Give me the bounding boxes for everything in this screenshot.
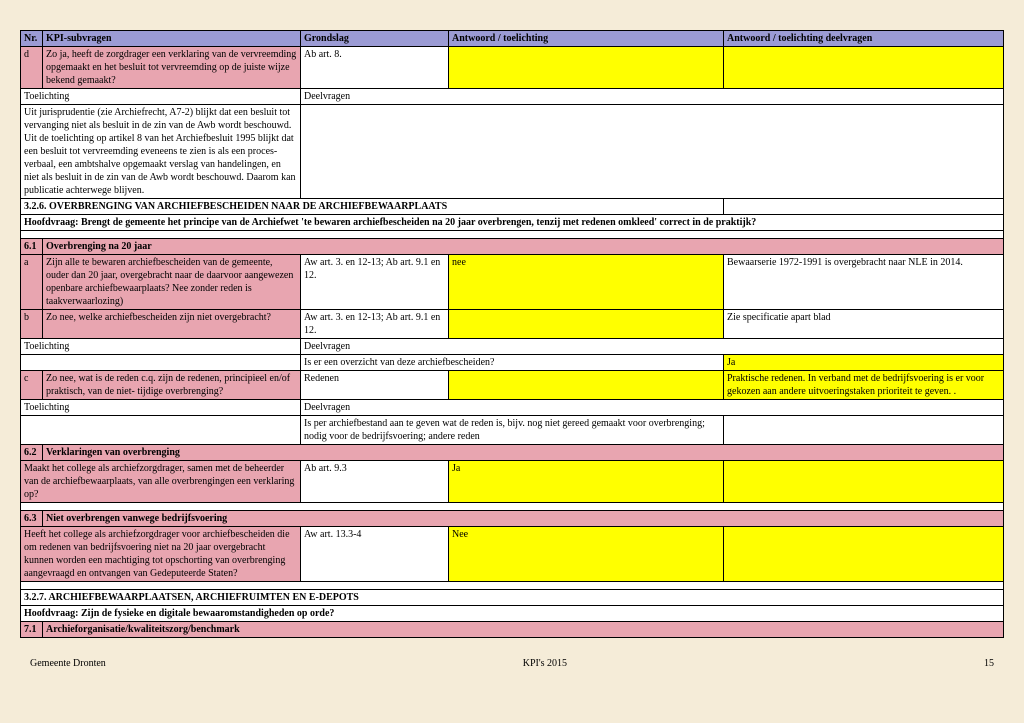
spacer3 [21, 582, 1004, 590]
maakt-g: Ab art. 9.3 [301, 461, 449, 503]
ra-a: nee [449, 255, 724, 310]
maakt-a: Ja [449, 461, 724, 503]
r63-t: Niet overbrengen vanwege bedrijfsvoering [43, 511, 1004, 527]
row-d-nr: d [21, 47, 43, 89]
rb-d: Zie specificatie apart blad [724, 310, 1004, 339]
footer-center: KPI's 2015 [106, 658, 984, 669]
r63-nr: 6.3 [21, 511, 43, 527]
ra-g: Aw art. 3. en 12-13; Ab art. 9.1 en 12. [301, 255, 449, 310]
heeft-d [724, 527, 1004, 582]
page-footer: Gemeente Dronten KPI's 2015 15 [20, 638, 1004, 669]
hdr-sub: KPI-subvragen [43, 31, 301, 47]
toel3-l: Toelichting [21, 400, 301, 416]
hdr-nr: Nr. [21, 31, 43, 47]
ra-d: Bewaarserie 1972-1991 is overgebracht na… [724, 255, 1004, 310]
heeft-a: Nee [449, 527, 724, 582]
row-d-q: Zo ja, heeft de zorgdrager een verklarin… [43, 47, 301, 89]
heeft-q: Heeft het college als archiefzorgdrager … [21, 527, 301, 582]
maakt-d [724, 461, 1004, 503]
spacer [21, 231, 1004, 239]
sec-327: 3.2.7. ARCHIEFBEWAARPLAATSEN, ARCHIEFRUI… [21, 590, 1004, 606]
ra-q: Zijn alle te bewaren archiefbescheiden v… [43, 255, 301, 310]
juris-empty [301, 105, 1004, 199]
maakt-q: Maakt het college als archiefzorgdrager,… [21, 461, 301, 503]
rc-d: Praktische redenen. In verband met de be… [724, 371, 1004, 400]
hv-327: Hoofdvraag: Zijn de fysieke en digitale … [21, 606, 1004, 622]
footer-right: 15 [984, 658, 994, 669]
toel1-r: Deelvragen [301, 89, 1004, 105]
r61-t: Overbrenging na 20 jaar [43, 239, 1004, 255]
per-q: Is per archiefbestand aan te geven wat d… [301, 416, 724, 445]
r61-nr: 6.1 [21, 239, 43, 255]
row-d-a [449, 47, 724, 89]
rb-q: Zo nee, welke archiefbescheiden zijn nie… [43, 310, 301, 339]
footer-left: Gemeente Dronten [30, 658, 106, 669]
hdr-ant: Antwoord / toelichting [449, 31, 724, 47]
hv-326: Hoofdvraag: Brengt de gemeente het princ… [21, 215, 1004, 231]
rc-q: Zo nee, wat is de reden c.q. zijn de red… [43, 371, 301, 400]
juris-text: Uit jurisprudentie (zie Archiefrecht, A7… [21, 105, 301, 199]
overz-a: Ja [724, 355, 1004, 371]
rb-g: Aw art. 3. en 12-13; Ab art. 9.1 en 12. [301, 310, 449, 339]
toel1-l: Toelichting [21, 89, 301, 105]
spacer2 [21, 503, 1004, 511]
per-r [724, 416, 1004, 445]
rc-g: Redenen [301, 371, 449, 400]
sec-326: 3.2.6. OVERBRENGING VAN ARCHIEFBESCHEIDE… [21, 199, 724, 215]
overz-q: Is er een overzicht van deze archiefbesc… [301, 355, 724, 371]
per-l [21, 416, 301, 445]
rb-a [449, 310, 724, 339]
hdr-deel: Antwoord / toelichting deelvragen [724, 31, 1004, 47]
rc-a [449, 371, 724, 400]
toel3-r: Deelvragen [301, 400, 1004, 416]
sec-326-r [724, 199, 1004, 215]
rb-nr: b [21, 310, 43, 339]
overz-l [21, 355, 301, 371]
ra-nr: a [21, 255, 43, 310]
row-d-g: Ab art. 8. [301, 47, 449, 89]
hdr-grond: Grondslag [301, 31, 449, 47]
rc-nr: c [21, 371, 43, 400]
row-d-d [724, 47, 1004, 89]
r71-nr: 7.1 [21, 622, 43, 638]
r62-t: Verklaringen van overbrenging [43, 445, 1004, 461]
heeft-g: Aw art. 13.3-4 [301, 527, 449, 582]
kpi-table: Nr. KPI-subvragen Grondslag Antwoord / t… [20, 30, 1004, 638]
toel2-r: Deelvragen [301, 339, 1004, 355]
r71-t: Archieforganisatie/kwaliteitszorg/benchm… [43, 622, 1004, 638]
toel2-l: Toelichting [21, 339, 301, 355]
r62-nr: 6.2 [21, 445, 43, 461]
